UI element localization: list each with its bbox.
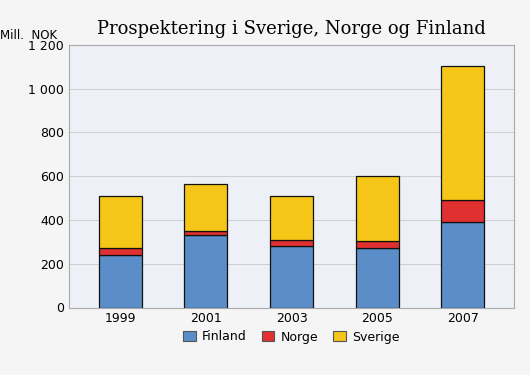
Bar (184, 231, 227, 236)
Text: Mill.  NOK: Mill. NOK (0, 29, 57, 42)
Bar (270, 196, 313, 240)
Bar (441, 200, 484, 222)
Title: Prospektering i Sverige, Norge og Finland: Prospektering i Sverige, Norge og Finlan… (97, 20, 486, 38)
Bar (356, 176, 399, 241)
Bar (99, 196, 142, 248)
Bar (356, 248, 399, 308)
Bar (99, 248, 142, 255)
Bar (184, 184, 227, 231)
Bar (356, 241, 399, 248)
Bar (99, 255, 142, 308)
Bar (270, 246, 313, 308)
Bar (441, 222, 484, 308)
Bar (184, 236, 227, 308)
Legend: Finland, Norge, Sverige: Finland, Norge, Sverige (179, 326, 404, 348)
Bar (270, 240, 313, 246)
Bar (441, 66, 484, 200)
